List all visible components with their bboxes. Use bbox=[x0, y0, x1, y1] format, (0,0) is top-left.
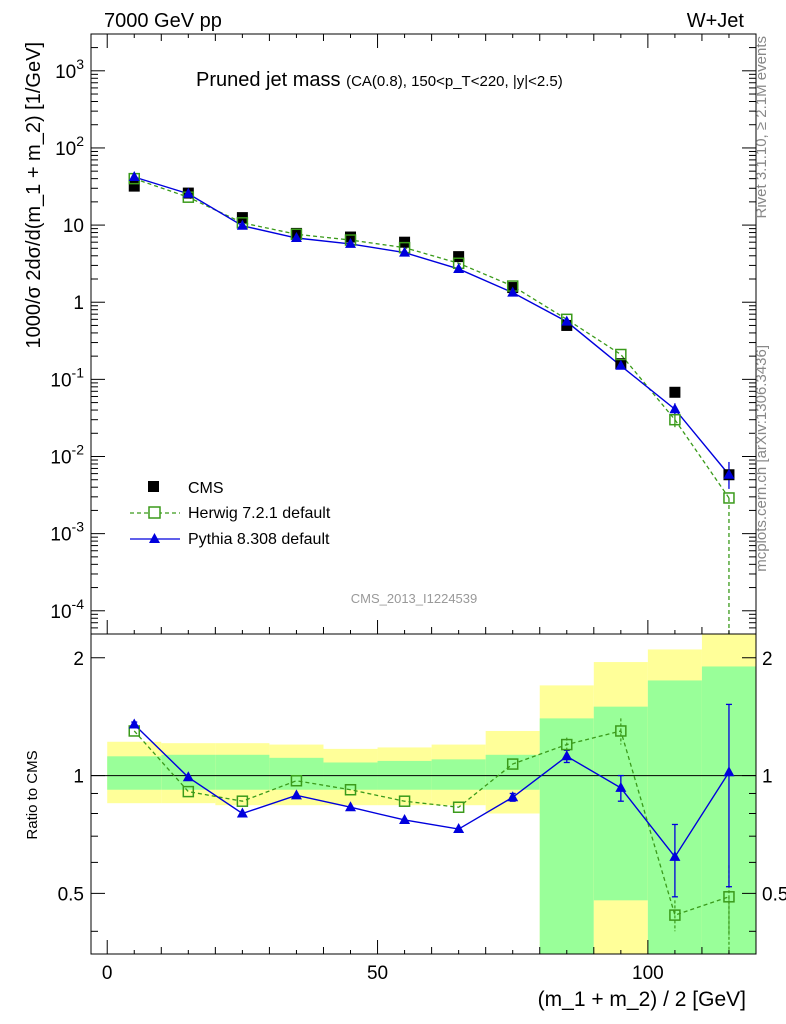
green-band-3 bbox=[269, 757, 324, 790]
green-band-6 bbox=[431, 759, 486, 790]
ratio-tick-label: 0.5 bbox=[58, 884, 84, 905]
pythia-marker bbox=[236, 219, 248, 230]
x-tick-label: 0 bbox=[102, 963, 113, 984]
pythia-marker bbox=[723, 468, 735, 479]
y-tick-label: 102 bbox=[55, 133, 84, 160]
y-tick-label: 10-3 bbox=[50, 519, 84, 546]
chart-title-main: Pruned jet mass bbox=[196, 69, 341, 91]
ratio-tick-label: 2 bbox=[73, 649, 84, 670]
herwig-ratio-marker bbox=[452, 801, 465, 813]
pythia-marker bbox=[399, 246, 411, 257]
herwig-ratio-marker bbox=[344, 783, 357, 796]
pythia-ratio-line bbox=[133, 724, 730, 859]
y-tick-label: 1 bbox=[73, 293, 84, 314]
header-left: 7000 GeV pp bbox=[104, 10, 222, 32]
pythia-marker bbox=[128, 171, 140, 182]
y-tick-label: 10-4 bbox=[50, 596, 84, 623]
y-axis-label: 1000/σ 2dσ/d(m_1 + m_2) [1/GeV] bbox=[23, 42, 45, 349]
ratio-tick-label-right: 1 bbox=[762, 767, 773, 788]
pythia-line bbox=[134, 176, 730, 476]
ratio-bands bbox=[107, 634, 756, 954]
pythia-marker bbox=[669, 403, 681, 414]
green-band-0 bbox=[107, 756, 162, 790]
herwig-ratio-marker bbox=[290, 774, 303, 787]
pythia-marker bbox=[453, 262, 465, 273]
herwig-ratio-marker bbox=[561, 738, 573, 751]
herwig-ratio-marker bbox=[236, 795, 249, 807]
header-right: W+Jet bbox=[687, 10, 745, 32]
side-label-top: Rivet 3.1.10, ≥ 2.1M events bbox=[753, 36, 770, 219]
pythia-marker bbox=[561, 315, 573, 326]
main-series bbox=[128, 171, 735, 634]
legend-marker-herwig bbox=[148, 506, 161, 519]
pythia-ratio-marker bbox=[399, 813, 411, 824]
pythia-ratio-marker bbox=[236, 807, 248, 818]
cms-marker bbox=[345, 231, 357, 243]
pythia-ratio-marker bbox=[182, 771, 194, 782]
x-tick-label: 50 bbox=[367, 963, 388, 984]
green-band-4 bbox=[323, 762, 378, 790]
pythia-ratio-marker bbox=[507, 791, 519, 802]
legend-marker-cms bbox=[148, 481, 159, 492]
legend-label-cms: CMS bbox=[188, 480, 224, 497]
ratio-tick-label-right: 2 bbox=[762, 649, 773, 670]
ratio-tick-label: 1 bbox=[73, 767, 84, 788]
pythia-marker bbox=[507, 286, 519, 297]
pythia-ratio-marker bbox=[723, 766, 735, 777]
pythia-ratio-marker bbox=[615, 781, 627, 792]
pythia-marker bbox=[615, 359, 627, 370]
ratio-series bbox=[128, 703, 735, 954]
ratio-tick-label-right: 0.5 bbox=[762, 884, 786, 905]
green-band-2 bbox=[215, 754, 270, 790]
x-axis-label: (m_1 + m_2) / 2 [GeV] bbox=[538, 988, 746, 1011]
herwig-marker bbox=[723, 492, 735, 504]
axes: 0 50 100 10-4 10-3 10-2 10-1 1 10 102 103 0.5 0.5 1 1 2… bbox=[50, 33, 786, 984]
legend: CMS Herwig 7.2.1 default Pythia 8.308 de… bbox=[130, 480, 331, 548]
pythia-marker bbox=[345, 237, 357, 248]
x-tick-label: 100 bbox=[632, 963, 664, 984]
herwig-ratio-line bbox=[133, 730, 730, 916]
pythia-ratio-marker bbox=[669, 850, 681, 861]
y-tick-label: 103 bbox=[55, 56, 84, 83]
watermark: CMS_2013_I1224539 bbox=[351, 591, 478, 606]
pythia-marker bbox=[182, 187, 194, 198]
herwig-marker bbox=[615, 348, 627, 361]
legend-marker-pythia bbox=[149, 533, 160, 543]
pythia-ratio-marker bbox=[290, 789, 302, 800]
ratio-frame bbox=[90, 633, 757, 955]
herwig-ratio-marker bbox=[506, 758, 519, 770]
y-tick-label: 10 bbox=[63, 216, 84, 237]
pythia-ratio-marker bbox=[453, 823, 465, 834]
green-band-7 bbox=[485, 754, 540, 790]
chart-title: Pruned jet mass (CA(0.8), 150<p_T<220, |… bbox=[196, 69, 563, 91]
cms-marker bbox=[128, 180, 140, 192]
ratio-axis-label: Ratio to CMS bbox=[24, 750, 41, 839]
herwig-ratio-marker bbox=[182, 785, 195, 798]
y-tick-label: 10-2 bbox=[50, 442, 84, 469]
herwig-ratio-marker bbox=[723, 891, 735, 903]
pythia-ratio-marker bbox=[561, 750, 573, 761]
pythia-ratio-marker bbox=[128, 718, 140, 729]
cms-marker bbox=[453, 251, 465, 263]
y-tick-label: 10-1 bbox=[50, 364, 84, 391]
cms-marker bbox=[669, 386, 681, 398]
pythia-marker bbox=[290, 232, 302, 243]
herwig-line bbox=[134, 178, 730, 499]
side-label-bottom: mcplots.cern.ch [arXiv:1306.3436] bbox=[753, 345, 770, 572]
pythia-ratio-marker bbox=[345, 801, 357, 812]
herwig-marker bbox=[669, 413, 681, 426]
herwig-ratio-marker bbox=[398, 795, 411, 807]
chart-title-sub: (CA(0.8), 150<p_T<220, |y|<2.5) bbox=[346, 73, 563, 90]
herwig-ratio-marker bbox=[615, 725, 627, 737]
legend-label-herwig: Herwig 7.2.1 default bbox=[188, 505, 331, 522]
herwig-ratio-marker bbox=[669, 909, 681, 921]
legend-label-pythia: Pythia 8.308 default bbox=[188, 531, 330, 548]
